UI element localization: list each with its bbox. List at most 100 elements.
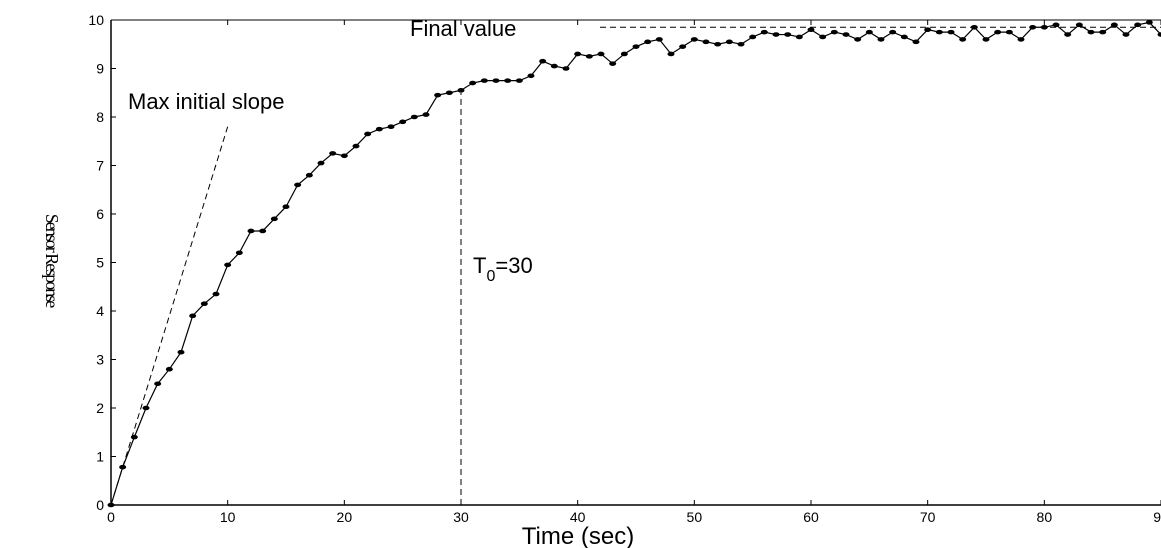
data-point bbox=[317, 160, 325, 166]
data-point bbox=[130, 434, 138, 440]
data-point bbox=[1029, 24, 1037, 30]
time-constant-label: T0=30 bbox=[473, 253, 533, 285]
data-point bbox=[212, 291, 220, 297]
data-point bbox=[667, 51, 675, 57]
data-point bbox=[410, 114, 418, 120]
data-point bbox=[632, 44, 640, 49]
data-point bbox=[585, 54, 593, 59]
x-tick-label: 20 bbox=[337, 509, 353, 525]
data-point bbox=[1052, 22, 1060, 28]
data-point bbox=[154, 381, 162, 387]
data-point bbox=[807, 27, 815, 32]
data-point bbox=[200, 301, 208, 307]
data-point bbox=[690, 37, 698, 42]
data-point bbox=[142, 405, 150, 411]
data-point bbox=[760, 29, 768, 35]
data-point bbox=[504, 78, 512, 83]
data-point bbox=[375, 126, 383, 132]
data-point bbox=[830, 29, 838, 35]
data-point bbox=[329, 151, 337, 156]
data-point bbox=[819, 34, 827, 40]
y-tick-label: 10 bbox=[88, 12, 104, 28]
data-point bbox=[924, 27, 932, 32]
data-point bbox=[352, 143, 360, 149]
x-tick-label: 70 bbox=[920, 509, 936, 525]
y-tick-label: 8 bbox=[96, 109, 104, 125]
data-point bbox=[784, 32, 792, 37]
data-point bbox=[515, 78, 523, 83]
x-tick-label: 50 bbox=[687, 509, 703, 525]
data-point bbox=[679, 44, 687, 49]
x-tick-label: 40 bbox=[570, 509, 586, 525]
data-point bbox=[1075, 22, 1083, 28]
data-point bbox=[1134, 22, 1142, 28]
y-axis-label: Sensor Response bbox=[42, 214, 62, 309]
x-tick-label: 30 bbox=[453, 509, 469, 525]
data-point bbox=[165, 366, 173, 372]
data-point bbox=[270, 216, 278, 222]
data-point bbox=[970, 24, 978, 30]
data-point bbox=[912, 39, 920, 45]
data-point bbox=[574, 51, 582, 57]
data-point bbox=[1157, 32, 1161, 37]
data-point bbox=[259, 228, 267, 234]
y-tick-label: 5 bbox=[96, 255, 104, 271]
time-constant-eq: =30 bbox=[495, 253, 532, 278]
data-point bbox=[737, 41, 745, 47]
annotations bbox=[110, 26, 1161, 506]
data-point bbox=[562, 66, 570, 71]
data-point bbox=[1040, 24, 1048, 30]
data-point bbox=[620, 51, 628, 57]
x-tick-label: 60 bbox=[803, 509, 819, 525]
time-constant-sub: 0 bbox=[486, 268, 495, 285]
y-tick-label: 7 bbox=[96, 158, 104, 174]
data-point bbox=[1122, 32, 1130, 37]
data-point bbox=[282, 204, 290, 210]
x-tick-label: 0 bbox=[107, 509, 115, 525]
data-point bbox=[1005, 29, 1013, 35]
data-point bbox=[527, 73, 535, 79]
data-point bbox=[1145, 20, 1153, 25]
data-point bbox=[1099, 29, 1107, 35]
max-slope-label: Max initial slope bbox=[128, 89, 285, 114]
data-point bbox=[854, 37, 862, 42]
data-point bbox=[702, 39, 710, 45]
data-point bbox=[1087, 29, 1095, 35]
data-point bbox=[655, 37, 663, 42]
data-point bbox=[469, 80, 477, 86]
y-tick-label: 6 bbox=[96, 206, 104, 222]
data-point bbox=[982, 37, 990, 42]
data-point bbox=[609, 61, 617, 66]
y-tick-label: 9 bbox=[96, 61, 104, 77]
data-point bbox=[294, 182, 302, 188]
data-point bbox=[597, 51, 605, 57]
data-point bbox=[842, 32, 850, 37]
data-point bbox=[959, 37, 967, 42]
data-point bbox=[189, 313, 197, 319]
y-tick-label: 4 bbox=[96, 303, 104, 319]
data-point bbox=[399, 119, 407, 125]
y-tick-label: 2 bbox=[96, 400, 104, 416]
y-tick-label: 1 bbox=[96, 449, 104, 465]
y-tick-label: 3 bbox=[96, 352, 104, 368]
data-point bbox=[247, 228, 255, 234]
data-point bbox=[795, 34, 803, 40]
data-point bbox=[772, 32, 780, 37]
data-point bbox=[935, 29, 943, 35]
data-point bbox=[714, 41, 722, 47]
ticks: 0 10 20 30 40 50 60 70 80 90 0 1 2 3 4 5 6 7 8 9 10 bbox=[88, 12, 1161, 525]
series bbox=[107, 20, 1161, 508]
data-point bbox=[947, 29, 955, 35]
data-point bbox=[1017, 37, 1025, 42]
data-point bbox=[900, 34, 908, 40]
x-axis-label: Time (sec) bbox=[522, 523, 634, 548]
data-point bbox=[445, 90, 453, 96]
data-point bbox=[550, 63, 558, 69]
data-point bbox=[434, 92, 442, 98]
data-point bbox=[422, 112, 430, 117]
x-tick-label: 10 bbox=[220, 509, 236, 525]
data-point bbox=[644, 39, 652, 45]
data-point bbox=[865, 29, 873, 35]
data-point bbox=[340, 153, 348, 159]
final-value-label: Final value bbox=[410, 16, 516, 41]
